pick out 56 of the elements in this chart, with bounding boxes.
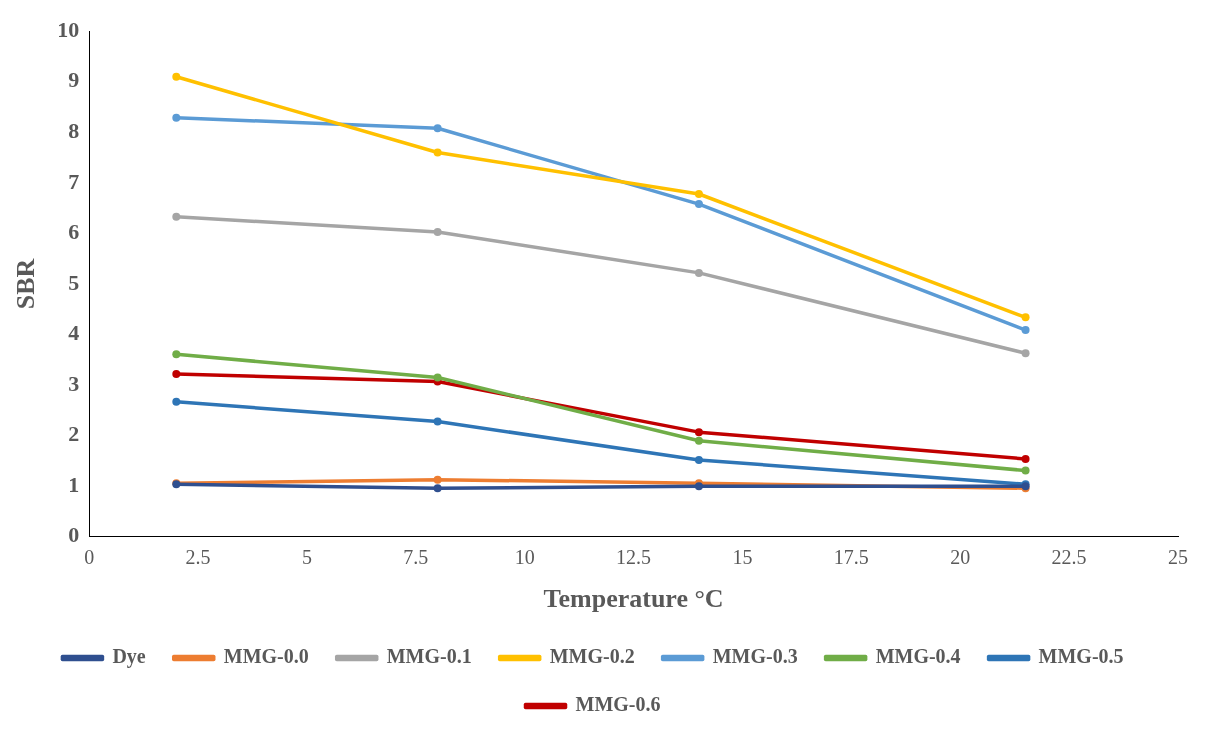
x-tick-label: 7.5 [403,546,429,569]
point [694,190,703,198]
x-axis-title: Temperature °C [543,584,724,614]
x-tick-label: 12.5 [616,546,652,569]
point [433,484,442,493]
point [172,350,181,359]
legend-label: MMG-0.1 [386,645,472,668]
point [694,200,703,209]
point [172,370,181,378]
x-tick-label: 5 [301,546,312,569]
y-axis-title: SBR [11,258,41,310]
y-tick-label: 0 [68,522,80,548]
y-tick-label: 10 [57,16,80,42]
x-tick-label: 20 [950,546,971,569]
point [694,436,703,445]
point [433,148,442,157]
point [694,455,703,464]
legend-label: MMG-0.2 [549,645,635,668]
y-tick-label: 8 [68,118,80,144]
point [694,428,703,437]
y-tick-label: 5 [68,269,80,295]
point [1021,466,1030,475]
x-tick-label: 0 [84,546,95,569]
x-tick-label: 15 [732,546,753,569]
x-tick-label: 22.5 [1051,546,1087,569]
legend-label: MMG-0.4 [875,645,961,668]
y-tick-label: 4 [68,320,80,346]
y-tick-label: 7 [68,168,80,194]
point [694,268,703,277]
point [1021,326,1030,335]
point [433,227,442,236]
legend-label: MMG-0.6 [575,693,661,716]
legend-label: MMG-0.0 [223,645,309,668]
point [433,417,442,426]
point [1021,313,1030,322]
point [433,124,442,133]
point [172,397,181,406]
point [1021,454,1030,463]
x-tick-label: 25 [1168,546,1188,569]
y-tick-label: 1 [68,471,80,497]
point [1021,349,1030,358]
x-tick-label: 17.5 [833,546,869,569]
legend-label: Dye [112,645,146,669]
legend-label: MMG-0.3 [712,645,798,668]
y-tick-label: 2 [68,421,80,447]
legend-label: MMG-0.5 [1038,645,1124,668]
point [433,475,442,484]
y-tick-label: 9 [68,67,80,93]
y-tick-label: 3 [68,370,80,396]
point [433,373,442,382]
point [172,113,181,122]
point [172,212,181,221]
point [172,72,181,81]
y-tick-label: 6 [68,219,80,245]
x-tick-label: 10 [514,546,535,569]
x-tick-label: 2.5 [185,546,211,569]
